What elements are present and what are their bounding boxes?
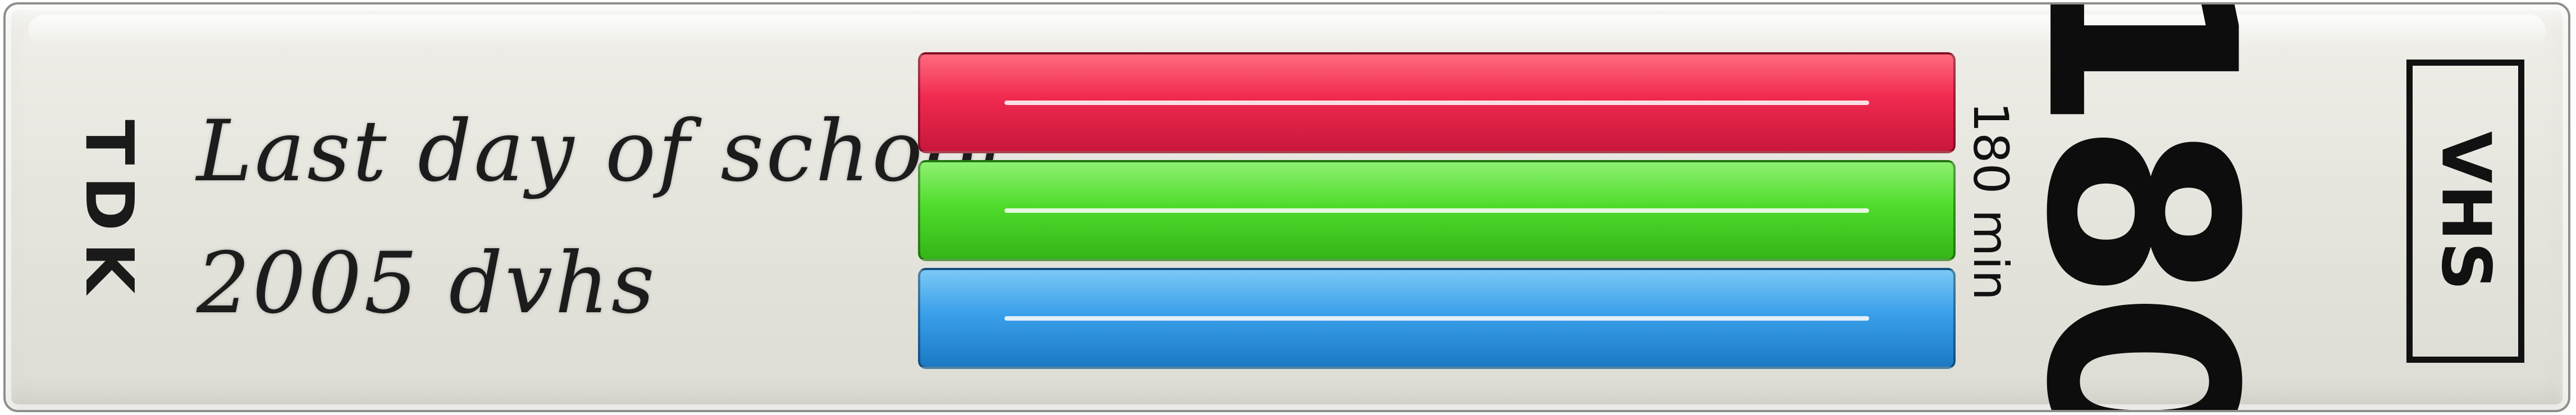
blue-stripe (918, 268, 1956, 369)
duration-number-area: 180 (1989, 4, 2290, 410)
red-stripe (918, 52, 1956, 153)
duration-number: 180 (1989, 2, 2290, 412)
green-stripe (918, 160, 1956, 261)
vhs-tape-label: TDK Last day of school 2005 dvhs 180 min… (3, 2, 2570, 412)
brand-name: TDK (71, 120, 149, 305)
brand-logo-area: TDK (71, 89, 149, 336)
format-label: VHS (2426, 131, 2505, 291)
handwritten-title: Last day of school (197, 103, 1007, 200)
color-stripes (918, 52, 1956, 369)
handwritten-subtitle: 2005 dvhs (197, 235, 657, 332)
vhs-format-badge: VHS (2406, 60, 2524, 363)
